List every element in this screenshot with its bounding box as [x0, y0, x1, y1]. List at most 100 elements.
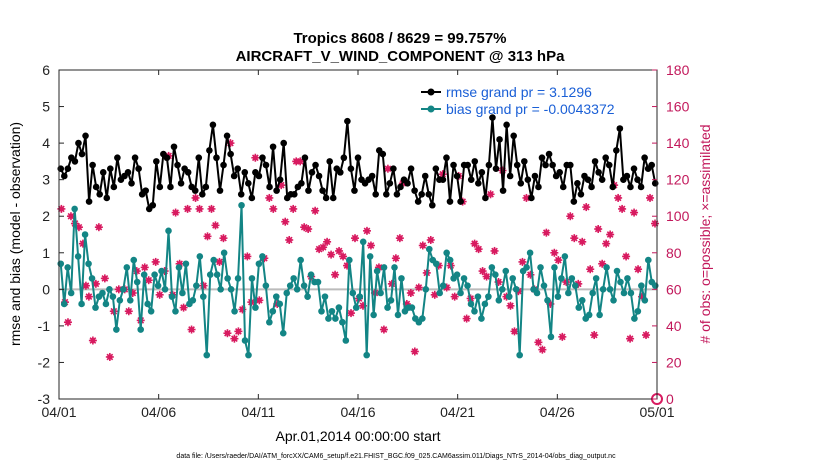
obs-marker-stroke: [622, 253, 630, 260]
obs-count-marker: [319, 243, 328, 252]
bias-point: [154, 282, 162, 289]
rmse-point: [489, 114, 496, 121]
bias-point: [81, 231, 89, 238]
bias-point: [457, 289, 464, 297]
obs-marker-stroke: [535, 338, 542, 346]
x-tick-label: 04/21: [440, 404, 475, 420]
rmse-point: [174, 161, 181, 169]
bias-point: [377, 289, 384, 297]
obs-count-marker: [179, 303, 188, 312]
obs-count-marker: [94, 223, 103, 232]
bias-point: [356, 293, 364, 300]
obs-marker-stroke: [479, 267, 486, 275]
bias-point: [241, 337, 249, 344]
rmse-point: [298, 180, 305, 187]
bias-point: [585, 311, 593, 319]
rmse-point: [577, 190, 585, 198]
obs-count-marker: [482, 272, 491, 281]
obs-marker-stroke: [523, 194, 530, 202]
rmse-point: [535, 183, 542, 191]
obs-count-marker: [542, 228, 551, 237]
rmse-point: [92, 183, 100, 191]
obs-marker-stroke: [367, 242, 375, 249]
obs-count-marker: [391, 254, 400, 263]
x-tick-label: 04/16: [340, 404, 375, 420]
legend-bias-label: bias grand pr = -0.0043372: [446, 101, 615, 117]
obs-count-marker: [366, 241, 375, 250]
rmse-point: [609, 183, 617, 191]
rmse-point: [478, 169, 486, 176]
obs-marker-stroke: [630, 209, 638, 216]
rmse-point: [379, 150, 387, 158]
bias-point: [471, 307, 478, 315]
bias-point: [578, 297, 586, 304]
obs-marker-stroke: [554, 256, 562, 264]
bias-point: [565, 289, 572, 297]
bias-point: [120, 286, 127, 293]
y-right-tick-label: 0: [666, 391, 674, 407]
bias-point: [314, 278, 322, 286]
bias-point: [547, 333, 555, 341]
rmse-point: [542, 161, 549, 169]
bias-point: [432, 260, 440, 268]
obs-marker-stroke: [82, 282, 90, 290]
rmse-point: [482, 194, 489, 202]
obs-marker-stroke: [566, 212, 574, 220]
obs-count-marker: [215, 257, 224, 266]
y-right-tick-label: 40: [666, 318, 682, 334]
obs-count-marker: [230, 334, 239, 343]
rmse-point: [457, 198, 464, 205]
bias-point: [293, 286, 301, 293]
obs-marker-stroke: [269, 205, 277, 213]
y-right-tick-label: 160: [666, 99, 690, 115]
bias-point: [133, 278, 141, 286]
rmse-point: [475, 180, 482, 187]
bias-point: [366, 253, 374, 260]
bias-point: [321, 293, 329, 300]
bias-point: [558, 275, 565, 282]
bias-point: [231, 307, 238, 315]
bias-point: [624, 275, 631, 282]
y-left-tick-label: -1: [38, 318, 51, 334]
rmse-point: [326, 158, 333, 165]
obs-count-marker: [379, 325, 388, 334]
bias-point: [380, 264, 388, 271]
rmse-point: [605, 161, 613, 169]
obs-count-markers: [57, 139, 663, 405]
left-y-axis-label: rmse and bias (model - observation): [7, 122, 23, 346]
bias-point: [561, 253, 569, 260]
bias-point: [272, 293, 280, 300]
rmse-point: [305, 187, 312, 194]
rmse-point: [110, 183, 118, 191]
obs-count-marker: [470, 239, 479, 248]
bias-point: [234, 275, 242, 282]
bias-point: [575, 304, 583, 311]
obs-count-marker: [335, 246, 344, 255]
rmse-point: [616, 125, 624, 132]
rmse-point: [78, 150, 86, 158]
bias-point: [551, 264, 558, 271]
bias-point: [165, 227, 172, 235]
obs-count-marker: [195, 204, 204, 213]
obs-marker-stroke: [212, 221, 219, 229]
obs-marker-stroke: [141, 264, 149, 271]
rmse-point: [135, 165, 142, 172]
obs-marker-stroke: [363, 227, 371, 235]
rmse-point: [627, 183, 634, 191]
obs-marker-stroke: [487, 190, 494, 198]
obs-marker-stroke: [58, 205, 65, 213]
bias-point: [130, 256, 138, 264]
obs-marker-stroke: [539, 346, 546, 354]
bias-point: [651, 282, 659, 289]
bias-point: [439, 282, 447, 289]
obs-marker-stroke: [180, 304, 187, 311]
obs-count-marker: [462, 314, 471, 323]
obs-marker-stroke: [463, 315, 471, 322]
obs-count-marker: [331, 270, 340, 279]
obs-marker-stroke: [419, 242, 427, 249]
bias-point: [102, 300, 110, 308]
bias-point: [485, 293, 492, 300]
obs-marker-stroke: [244, 253, 251, 260]
obs-marker-stroke: [443, 284, 451, 291]
